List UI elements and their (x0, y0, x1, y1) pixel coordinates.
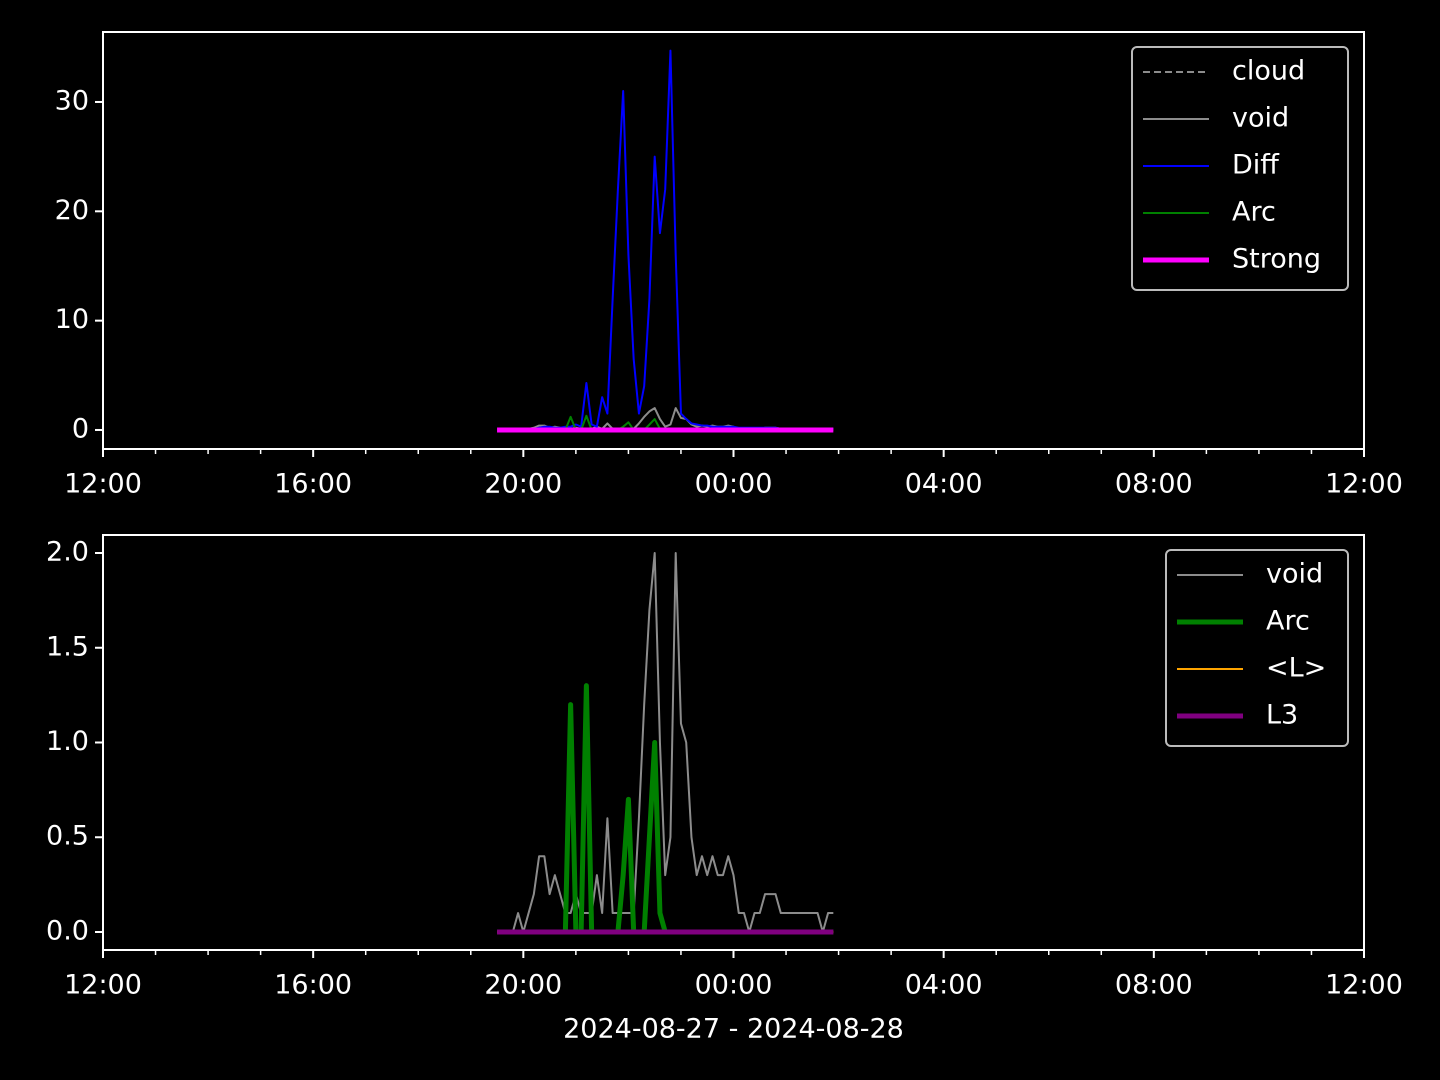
legend: void Arc <L> L3 (1165, 549, 1349, 747)
y-tick-label: 0 (72, 413, 89, 444)
y-tick-label: 2.0 (46, 537, 89, 568)
axes-frame (102, 534, 1365, 951)
y-tick-label: 1.0 (46, 726, 89, 757)
series-line (497, 552, 834, 933)
legend-label: Diff (1232, 150, 1280, 181)
x-tick-label: 12:00 (1325, 469, 1403, 500)
axes-frame (102, 31, 1365, 450)
x-tick-label: 04:00 (905, 469, 983, 500)
x-tick-label: 20:00 (484, 970, 562, 1001)
y-tick-label: 1.5 (46, 631, 89, 662)
legend-box (1131, 46, 1349, 291)
x-tick-label: 12:00 (64, 469, 142, 500)
y-tick-label: 0.5 (46, 821, 89, 852)
legend-label: L3 (1266, 700, 1298, 731)
legend-label: cloud (1232, 56, 1305, 87)
legend-box (1165, 549, 1349, 747)
legend-label: Strong (1232, 244, 1321, 275)
legend-label: Arc (1232, 197, 1276, 228)
y-tick-label: 10 (55, 304, 89, 335)
x-tick-label: 00:00 (695, 970, 773, 1001)
x-tick-label: 20:00 (484, 469, 562, 500)
y-tick-label: 0.0 (46, 915, 89, 946)
x-tick-label: 12:00 (64, 970, 142, 1001)
legend-label: void (1232, 103, 1289, 134)
legend-label: Arc (1266, 606, 1310, 637)
x-tick-label: 16:00 (274, 970, 352, 1001)
y-tick-label: 20 (55, 195, 89, 226)
y-tick-label: 30 (55, 85, 89, 116)
x-tick-label: 16:00 (274, 469, 352, 500)
x-axis-label: 2024-08-27 - 2024-08-28 (563, 1014, 904, 1045)
x-tick-label: 08:00 (1115, 469, 1193, 500)
x-tick-label: 08:00 (1115, 970, 1193, 1001)
legend-label: void (1266, 559, 1323, 590)
legend-label: <L> (1266, 653, 1326, 684)
x-tick-label: 00:00 (695, 469, 773, 500)
legend: cloud void Diff Arc Strong (1131, 46, 1349, 291)
x-tick-label: 04:00 (905, 970, 983, 1001)
x-tick-label: 12:00 (1325, 970, 1403, 1001)
